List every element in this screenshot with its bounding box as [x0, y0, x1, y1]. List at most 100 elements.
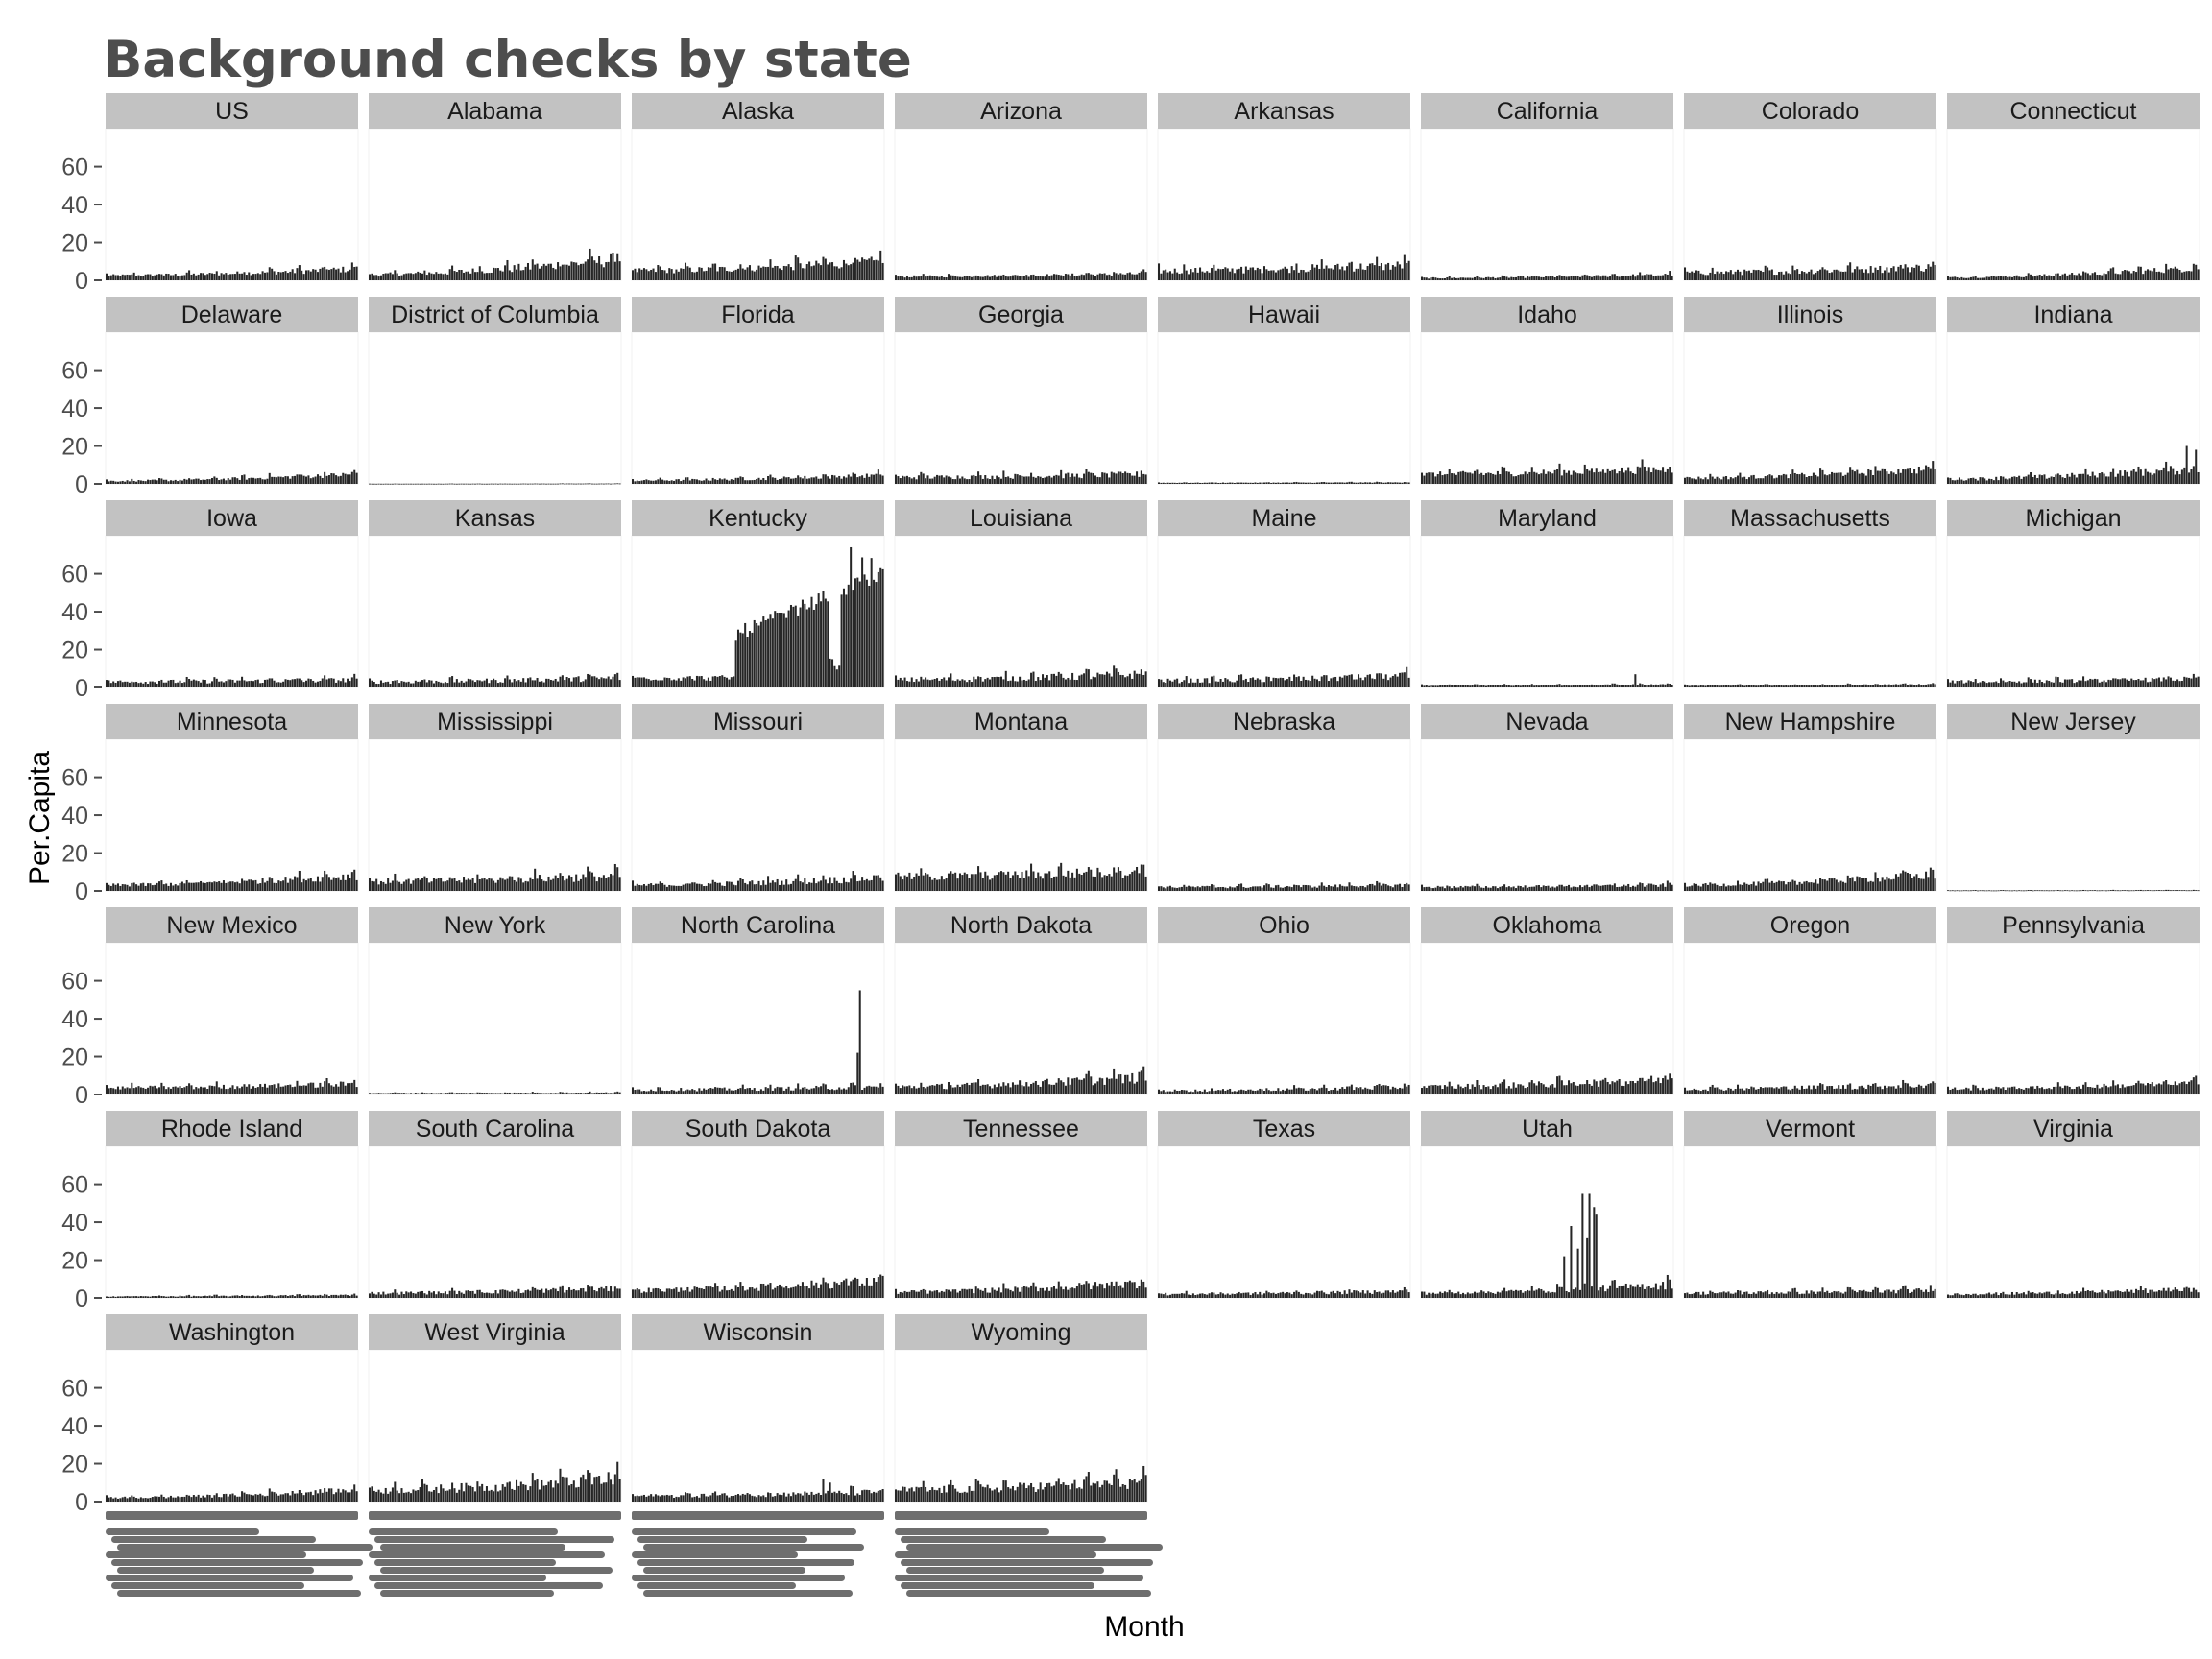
bar: [375, 878, 378, 891]
bar: [2176, 679, 2179, 687]
bar: [542, 682, 545, 687]
bar: [1540, 1083, 1543, 1094]
bar: [192, 273, 195, 280]
bar: [1887, 1086, 1890, 1094]
bar: [1496, 277, 1499, 280]
bar: [1621, 886, 1623, 891]
y-tick-label: 40: [61, 1210, 88, 1237]
bar: [568, 875, 571, 891]
bar: [448, 1290, 451, 1298]
bar: [1311, 1088, 1314, 1094]
bar: [2135, 272, 2138, 280]
bar: [1042, 276, 1045, 280]
bar: [277, 1083, 280, 1094]
bar: [319, 1294, 322, 1298]
bar: [529, 1290, 532, 1298]
bar: [2135, 1083, 2138, 1094]
bar: [1613, 274, 1616, 280]
bar: [174, 683, 177, 687]
bar: [1042, 1081, 1045, 1094]
bar: [1224, 1090, 1227, 1094]
bar: [873, 474, 876, 484]
bar: [1864, 475, 1867, 484]
bar: [549, 680, 552, 687]
bar: [1185, 482, 1188, 484]
bar: [709, 267, 712, 280]
bar: [106, 273, 108, 280]
bar: [2002, 476, 2005, 484]
bar: [1459, 685, 1462, 687]
bar: [342, 266, 345, 280]
bar: [645, 1091, 648, 1094]
bar: [1274, 482, 1277, 484]
facet-strip-label: Georgia: [978, 301, 1064, 328]
bar: [598, 1287, 601, 1298]
bar: [1920, 1085, 1923, 1094]
bar: [2098, 682, 2101, 687]
bar: [1366, 482, 1369, 484]
bar: [496, 483, 499, 485]
bar: [1226, 268, 1229, 280]
bar: [2030, 472, 2032, 484]
bar: [324, 471, 326, 484]
bar: [347, 678, 349, 687]
bar: [991, 475, 994, 484]
bar: [2139, 889, 2142, 891]
bar: [220, 882, 223, 891]
bar: [736, 629, 740, 687]
bar: [756, 269, 758, 280]
bar: [1650, 472, 1653, 484]
bar: [353, 673, 356, 687]
bar: [1128, 874, 1131, 891]
bar: [868, 258, 871, 280]
bar: [824, 879, 827, 891]
bar: [1341, 482, 1344, 484]
bar: [1992, 276, 1995, 280]
bar: [726, 881, 729, 891]
bar: [1838, 270, 1840, 280]
bar: [463, 682, 466, 687]
bar: [421, 878, 424, 891]
bar: [1387, 885, 1390, 891]
bar: [1595, 1081, 1598, 1094]
bar: [1974, 276, 1977, 280]
bar: [1808, 476, 1811, 484]
bar: [1739, 271, 1742, 280]
bar: [863, 259, 866, 280]
bar: [1734, 271, 1737, 280]
bar: [1341, 266, 1344, 280]
bar: [1583, 274, 1586, 280]
bar: [2165, 461, 2168, 484]
bar: [2180, 272, 2183, 280]
bar: [545, 1288, 548, 1298]
bar: [1428, 685, 1431, 687]
bar: [195, 1087, 198, 1094]
bar: [1126, 1074, 1129, 1094]
panel-border: [894, 535, 1148, 688]
bar: [2104, 1085, 2107, 1094]
bar: [1492, 685, 1495, 687]
bar: [2066, 679, 2069, 687]
bar: [231, 679, 234, 687]
bar: [1203, 482, 1206, 484]
bar: [928, 876, 931, 891]
bar: [2075, 1086, 2078, 1094]
bar: [250, 1296, 252, 1298]
bar: [2176, 268, 2179, 280]
bar: [1897, 469, 1900, 484]
bar: [881, 475, 884, 484]
bar: [663, 480, 666, 484]
bar: [801, 599, 804, 687]
bar: [1995, 276, 1998, 280]
bar: [739, 1088, 742, 1094]
bar: [2124, 1087, 2127, 1094]
bar: [349, 1083, 351, 1094]
bar: [277, 682, 280, 687]
facet-strip-label: District of Columbia: [391, 301, 599, 328]
bar: [1371, 263, 1374, 280]
bar: [238, 479, 241, 484]
bar: [2013, 681, 2016, 687]
bar: [1917, 1084, 1920, 1094]
bar: [1540, 473, 1543, 484]
bar: [1949, 276, 1952, 280]
